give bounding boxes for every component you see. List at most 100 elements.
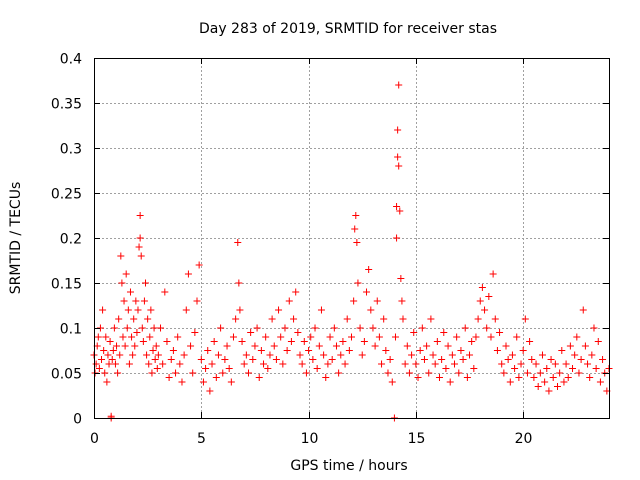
data-point (332, 342, 340, 350)
data-point (266, 351, 274, 359)
data-point (345, 347, 353, 354)
data-point (138, 324, 146, 332)
data-point (571, 351, 579, 359)
data-point (395, 162, 403, 170)
data-point (159, 360, 167, 368)
data-point (500, 369, 508, 377)
data-point (459, 356, 467, 363)
data-point (410, 329, 418, 336)
data-point (184, 270, 192, 278)
data-point (223, 342, 231, 350)
data-point (577, 356, 585, 363)
x-tick-label: 15 (408, 431, 426, 447)
data-point (212, 374, 220, 381)
data-point (594, 338, 602, 345)
x-tick-label: 20 (515, 431, 533, 447)
data-point (249, 356, 257, 363)
data-point (111, 360, 119, 368)
data-point (257, 347, 265, 354)
data-point (154, 351, 162, 359)
data-point (116, 351, 124, 359)
data-point (508, 351, 516, 359)
data-point (554, 383, 561, 390)
data-point (180, 351, 188, 359)
data-point (339, 338, 347, 345)
data-point (343, 315, 351, 323)
data-point (292, 288, 300, 296)
data-point (444, 342, 452, 350)
data-point (352, 212, 360, 219)
data-point (262, 333, 270, 341)
data-point (412, 360, 420, 368)
y-tick-label: 0.2 (60, 232, 82, 248)
data-point (150, 324, 158, 332)
data-point (270, 342, 278, 350)
data-point (584, 360, 592, 368)
data-point (285, 297, 293, 305)
data-point (549, 374, 557, 381)
data-point (528, 356, 536, 363)
data-point (125, 360, 133, 368)
data-point (513, 333, 521, 341)
data-point (470, 365, 478, 372)
y-tick-label: 0.05 (51, 367, 82, 383)
data-point (152, 342, 160, 350)
data-point (191, 329, 199, 336)
data-point (117, 252, 125, 260)
data-point (438, 356, 446, 363)
data-point (356, 324, 364, 332)
x-tick-label: 0 (90, 431, 99, 447)
data-point (236, 306, 244, 314)
data-point (466, 351, 474, 359)
data-point (126, 288, 134, 296)
data-point (463, 374, 471, 381)
data-point (131, 342, 139, 350)
data-point (315, 342, 323, 350)
data-point (161, 288, 169, 296)
data-point (581, 342, 589, 350)
data-point (521, 315, 529, 323)
data-point (264, 365, 272, 372)
data-point (147, 306, 155, 314)
data-point (122, 270, 130, 278)
data-point (311, 324, 319, 332)
data-point (534, 383, 542, 390)
data-point (388, 378, 396, 386)
data-point (251, 342, 259, 350)
data-point (481, 306, 489, 314)
data-point (260, 360, 268, 368)
data-point (195, 261, 203, 269)
x-tick-label: 10 (301, 431, 319, 447)
data-point (393, 203, 401, 210)
data-point (515, 374, 523, 381)
data-point (151, 356, 159, 363)
data-point (530, 374, 538, 381)
data-point (229, 333, 237, 341)
data-point (294, 329, 302, 336)
data-point (277, 333, 285, 341)
data-point (551, 360, 559, 368)
data-point (455, 369, 463, 377)
data-point (579, 306, 587, 314)
data-point (176, 360, 184, 368)
data-point (431, 360, 439, 368)
data-point (302, 369, 310, 377)
data-point (219, 369, 227, 377)
data-point (547, 356, 555, 363)
data-point (119, 333, 127, 341)
data-point (395, 81, 403, 89)
data-point (371, 342, 379, 350)
data-point (397, 275, 405, 282)
data-point (405, 369, 413, 377)
data-point (391, 333, 399, 341)
data-point (217, 324, 225, 332)
data-point (94, 333, 102, 341)
data-point (418, 324, 426, 332)
data-point (275, 306, 283, 314)
data-point (221, 356, 229, 363)
data-point (118, 279, 126, 287)
data-point (238, 338, 246, 345)
data-point (493, 347, 501, 354)
data-point (108, 356, 116, 363)
